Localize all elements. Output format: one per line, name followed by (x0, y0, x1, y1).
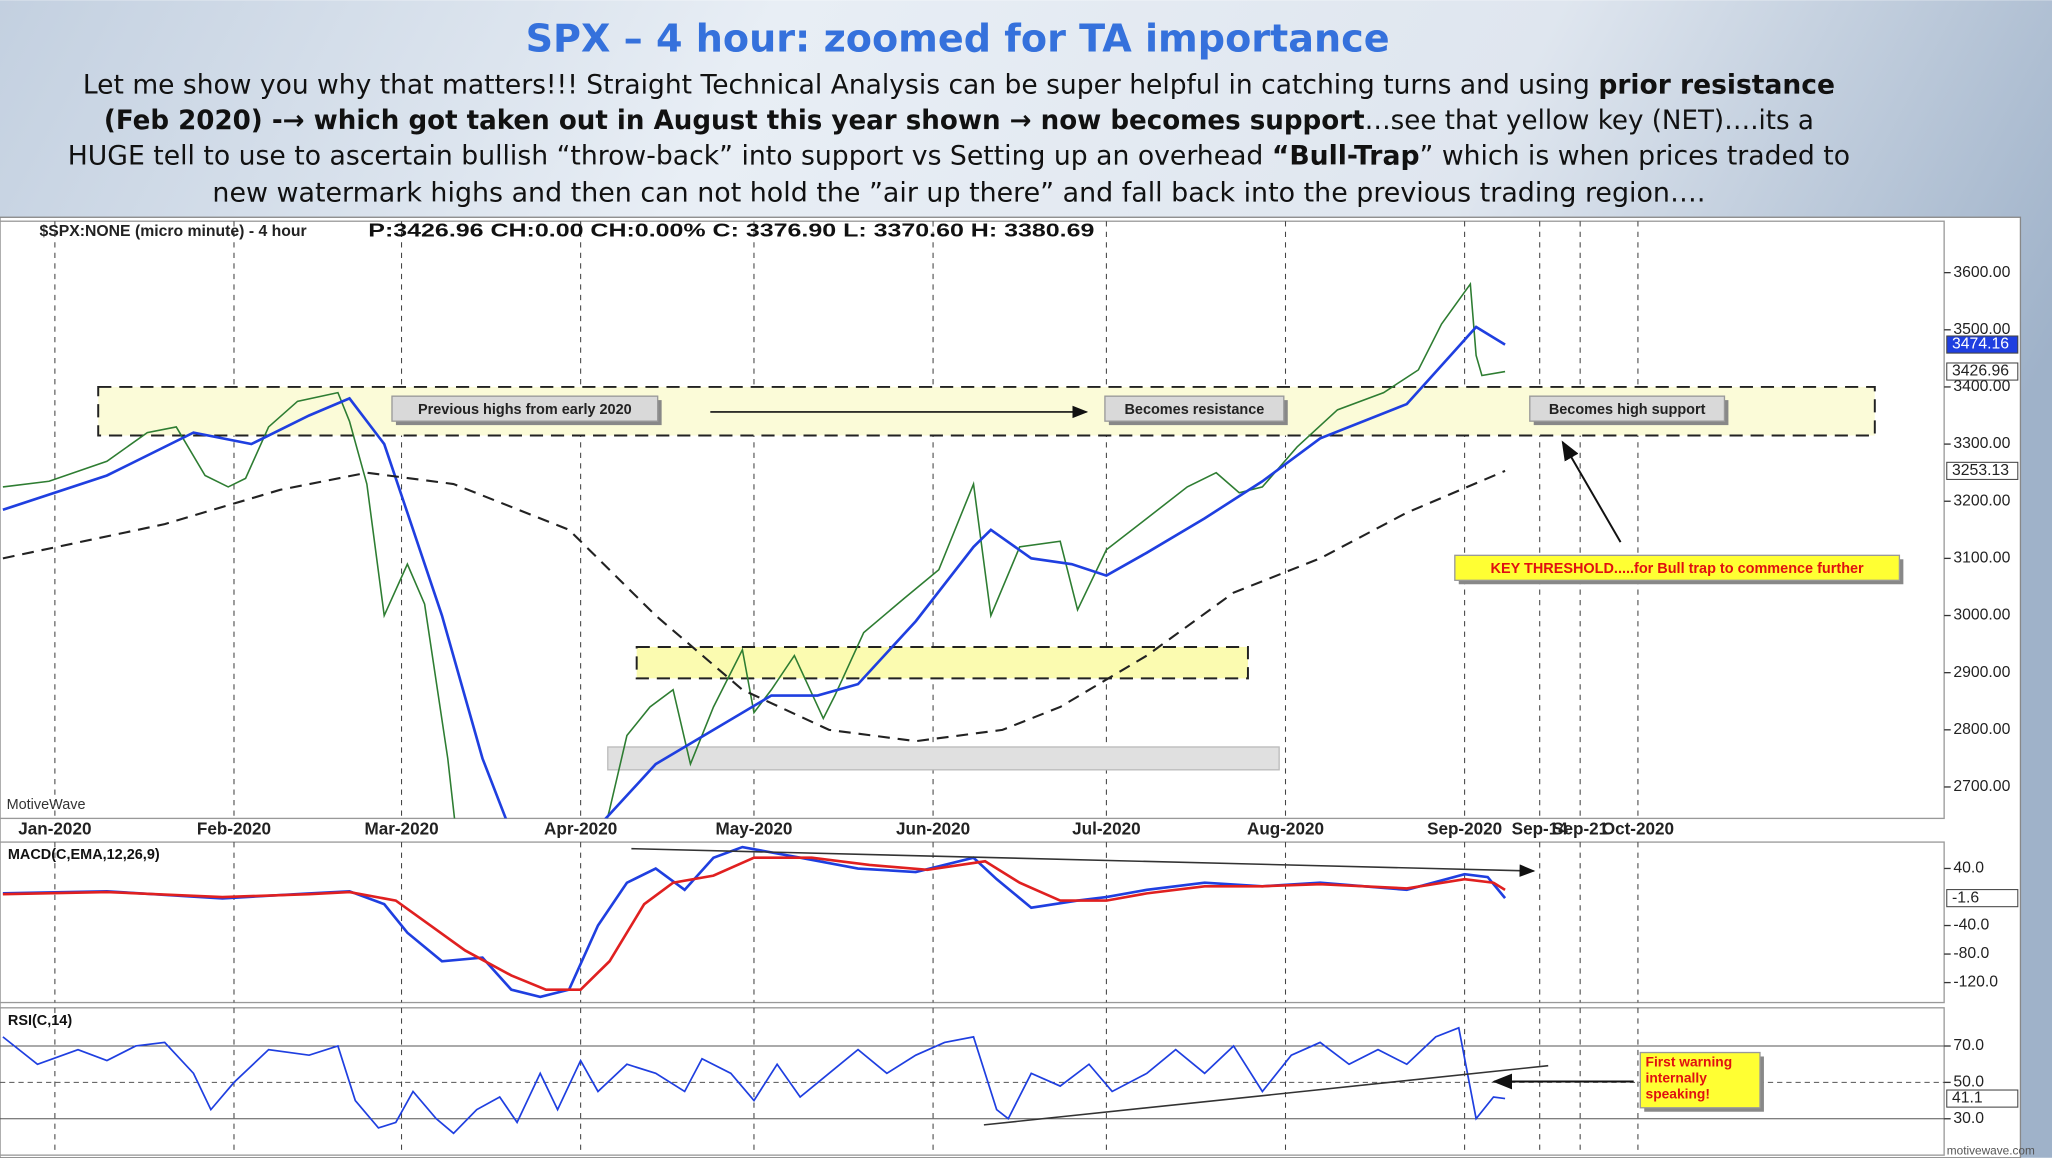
header-line: new watermark highs and then can not hol… (212, 178, 1705, 208)
x-tick-label: Aug-2020 (1247, 820, 1324, 839)
annotation-text: Becomes resistance (1124, 402, 1264, 418)
series-group (2, 1026, 1506, 1135)
title: SPX – 4 hour: zoomed for TA importance (526, 17, 1390, 61)
x-tick-label: Sep-14 (1512, 820, 1569, 839)
value-badge-label: 3426.96 (1952, 363, 2009, 380)
x-tick-label: Jul-2020 (1072, 820, 1140, 839)
annotation-text: KEY THRESHOLD.....for Bull trap to comme… (1491, 561, 1865, 577)
y-tick-label: 2800.00 (1953, 721, 2010, 738)
panel-title: MACD(C,EMA,12,26,9) (8, 847, 160, 863)
panel-frame (0, 1007, 1945, 1156)
panel-title: RSI(C,14) (8, 1013, 72, 1029)
header-segment: (Feb 2020) -→ which got taken out in Aug… (104, 106, 1365, 136)
header-segment: …see that yellow key (NET)….its a (1365, 106, 1814, 136)
zone (635, 645, 1249, 680)
series-group (2, 845, 1507, 999)
y-tick-label: 3400.00 (1953, 378, 2010, 395)
x-tick-label: Jun-2020 (896, 820, 970, 839)
header-segment: prior resistance (1598, 70, 1835, 100)
footer: motivewave.com (1947, 1143, 2035, 1157)
value-badge (1946, 335, 2019, 354)
annotation-box (1639, 1051, 1761, 1109)
header-line: HUGE tell to use to ascertain bullish “t… (68, 141, 1850, 171)
header-segment: Let me show you why that matters!!! Stra… (83, 70, 1598, 100)
watermark: MotiveWave (7, 797, 86, 813)
y-tick-label: 40.0 (1953, 860, 1984, 877)
series-line (2, 325, 1506, 819)
series-line (2, 856, 1506, 991)
header-line: Let me show you why that matters!!! Stra… (83, 70, 1835, 100)
header-line: (Feb 2020) -→ which got taken out in Aug… (104, 106, 1814, 136)
x-tick-label: Sep-2020 (1427, 820, 1502, 839)
x-tick-label: Jan-2020 (18, 820, 91, 839)
y-tick-label: 3500.00 (1953, 321, 2010, 338)
y-tick-label: 3600.00 (1953, 264, 2010, 281)
y-tick-label: -80.0 (1953, 945, 1989, 962)
y-tick-label: 50.0 (1953, 1074, 1984, 1091)
x-tick-label: Sep-21 (1552, 820, 1609, 839)
y-tick-label: 2700.00 (1953, 778, 2010, 795)
value-badge (1946, 362, 2019, 381)
series-line (2, 1026, 1506, 1135)
value-badge (1946, 889, 2019, 908)
annotation-box (1529, 395, 1726, 422)
y-tick-label: -120.0 (1953, 974, 1998, 991)
y-tick-label: 30.0 (1953, 1110, 1984, 1127)
value-badge (1946, 461, 2019, 480)
value-badge-label: 41.1 (1952, 1090, 1983, 1107)
value-badge-label: 3253.13 (1952, 462, 2009, 479)
annotation-text: speaking! (1646, 1085, 1710, 1101)
series-line (2, 845, 1507, 999)
header-segment: “Bull-Trap (1272, 141, 1420, 171)
x-tick-label: Mar-2020 (364, 820, 438, 839)
x-tick-label: Feb-2020 (197, 820, 271, 839)
y-tick-label: 70.0 (1953, 1037, 1984, 1054)
value-badge (1946, 1089, 2019, 1108)
header-text: Let me show you why that matters!!! Stra… (68, 70, 1850, 208)
header-segment: ” which is when prices traded to (1420, 141, 1851, 171)
arrow (1561, 440, 1622, 543)
annotation-box (1454, 554, 1901, 581)
header-segment: HUGE tell to use to ascertain bullish “t… (68, 141, 1272, 171)
annotation-box (1104, 395, 1285, 422)
trend-line (983, 1064, 1549, 1126)
panel-frame (0, 220, 1945, 820)
y-tick-label: -40.0 (1953, 917, 1989, 934)
y-tick-label: 3300.00 (1953, 435, 2010, 452)
series-line (2, 281, 1506, 819)
annotation-box (391, 395, 659, 422)
y-tick-label: 3200.00 (1953, 492, 2010, 509)
legend-values: P:3426.96 CH:0.00 CH:0.00% C: 3376.90 L:… (368, 220, 1094, 241)
value-badge-label: -1.6 (1952, 889, 1979, 906)
chart-panel (0, 216, 2022, 1158)
annotation-text: Becomes high support (1549, 402, 1706, 418)
panel-frame (0, 841, 1945, 1004)
x-tick-label: Apr-2020 (544, 820, 617, 839)
y-tick-label: 2900.00 (1953, 664, 2010, 681)
y-tick-label: 3100.00 (1953, 550, 2010, 567)
series-line (2, 469, 1506, 743)
annotation-text: Previous highs from early 2020 (418, 402, 632, 418)
annotation-text: internally (1646, 1069, 1708, 1085)
zone (607, 746, 1280, 771)
value-badge-label: 3474.16 (1952, 336, 2009, 353)
header-segment: new watermark highs and then can not hol… (212, 178, 1705, 208)
x-tick-label: May-2020 (715, 820, 792, 839)
y-tick-label: 3000.00 (1953, 607, 2010, 624)
annotation-text: First warning (1646, 1054, 1733, 1070)
x-tick-label: Oct-2020 (1602, 820, 1674, 839)
trend-line (631, 847, 1536, 877)
legend-symbol: $SPX:NONE (micro minute) - 4 hour (39, 223, 306, 240)
